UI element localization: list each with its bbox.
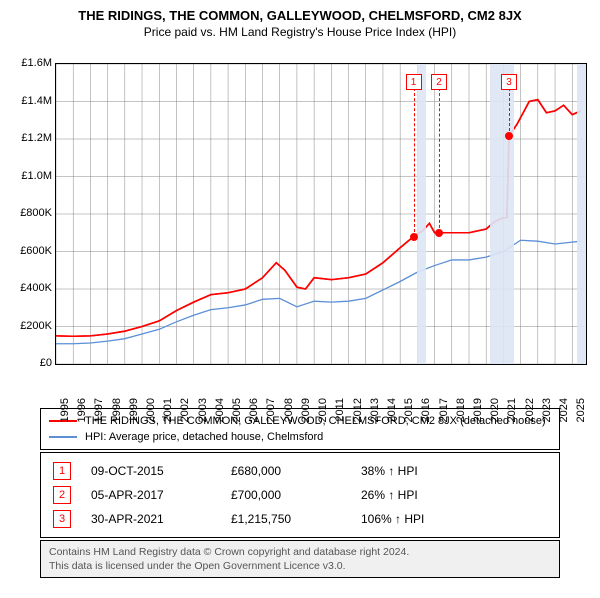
sale-marker-box: 1 — [406, 74, 422, 90]
sale-row: 3 30-APR-2021£1,215,750106% ↑ HPI — [45, 507, 555, 531]
sale-index: 1 — [53, 462, 71, 480]
sale-diff: 26% ↑ HPI — [361, 488, 481, 502]
legend-swatch — [49, 436, 77, 438]
x-tick-label: 2001 — [162, 398, 174, 422]
y-tick-label: £200K — [2, 320, 52, 332]
sales-table: 1 09-OCT-2015£680,00038% ↑ HPI 2 05-APR-201… — [40, 452, 560, 538]
footer-note: Contains HM Land Registry data © Crown c… — [40, 540, 560, 578]
recession-band — [577, 64, 586, 364]
sale-row: 2 05-APR-2017£700,00026% ↑ HPI — [45, 483, 555, 507]
sale-marker-line — [509, 88, 510, 136]
x-tick-label: 2015 — [403, 398, 415, 422]
recession-band — [417, 64, 426, 364]
x-tick-label: 2023 — [541, 398, 553, 422]
y-tick-label: £800K — [2, 207, 52, 219]
sale-date: 30-APR-2021 — [91, 512, 231, 526]
x-tick-label: 1995 — [59, 398, 71, 422]
x-tick-label: 2018 — [455, 398, 467, 422]
y-tick-label: £1.2M — [2, 132, 52, 144]
legend-row: HPI: Average price, detached house, Chel… — [49, 429, 551, 445]
x-tick-label: 2009 — [300, 398, 312, 422]
x-tick-label: 2016 — [420, 398, 432, 422]
x-tick-label: 2002 — [179, 398, 191, 422]
x-tick-label: 2000 — [145, 398, 157, 422]
x-tick-label: 2020 — [489, 398, 501, 422]
sale-marker-dot — [505, 132, 513, 140]
x-tick-label: 2004 — [214, 398, 226, 422]
sale-index: 2 — [53, 486, 71, 504]
sale-price: £680,000 — [231, 464, 361, 478]
sale-date: 09-OCT-2015 — [91, 464, 231, 478]
x-tick-label: 2006 — [248, 398, 260, 422]
x-tick-label: 2005 — [231, 398, 243, 422]
x-tick-label: 2013 — [369, 398, 381, 422]
legend-label: HPI: Average price, detached house, Chel… — [85, 431, 323, 443]
chart-subtitle: Price paid vs. HM Land Registry's House … — [0, 25, 600, 39]
x-tick-label: 1999 — [128, 398, 140, 422]
x-tick-label: 2010 — [317, 398, 329, 422]
y-tick-label: £0 — [2, 357, 52, 369]
x-tick-label: 2007 — [265, 398, 277, 422]
chart-title: THE RIDINGS, THE COMMON, GALLEYWOOD, CHE… — [0, 8, 600, 23]
x-tick-label: 1998 — [111, 398, 123, 422]
sale-diff: 106% ↑ HPI — [361, 512, 481, 526]
footer-line2: This data is licensed under the Open Gov… — [49, 559, 551, 573]
sale-marker-dot — [435, 229, 443, 237]
y-tick-label: £1.6M — [2, 57, 52, 69]
x-tick-label: 2025 — [575, 398, 587, 422]
sale-marker-line — [439, 88, 440, 233]
x-tick-label: 2014 — [386, 398, 398, 422]
x-tick-label: 2003 — [197, 398, 209, 422]
x-tick-label: 2008 — [283, 398, 295, 422]
x-tick-label: 2012 — [352, 398, 364, 422]
x-tick-label: 1996 — [76, 398, 88, 422]
chart-container: THE RIDINGS, THE COMMON, GALLEYWOOD, CHE… — [0, 8, 600, 598]
plot-area: 12 3 — [55, 63, 587, 365]
sale-price: £700,000 — [231, 488, 361, 502]
sale-index: 3 — [53, 510, 71, 528]
x-tick-label: 2019 — [472, 398, 484, 422]
x-tick-label: 2011 — [334, 398, 346, 422]
sale-date: 05-APR-2017 — [91, 488, 231, 502]
y-tick-label: £1.4M — [2, 95, 52, 107]
sale-marker-box: 2 — [431, 74, 447, 90]
sale-marker-dot — [410, 233, 418, 241]
y-tick-label: £400K — [2, 282, 52, 294]
sale-price: £1,215,750 — [231, 512, 361, 526]
sale-marker-line — [414, 88, 415, 237]
x-tick-label: 2021 — [506, 398, 518, 422]
y-tick-label: £1.0M — [2, 170, 52, 182]
x-tick-label: 2022 — [524, 398, 536, 422]
sale-row: 1 09-OCT-2015£680,00038% ↑ HPI — [45, 459, 555, 483]
recession-band — [490, 64, 514, 364]
x-tick-label: 1997 — [93, 398, 105, 422]
sale-marker-box: 3 — [501, 74, 517, 90]
x-tick-label: 2017 — [438, 398, 450, 422]
footer-line1: Contains HM Land Registry data © Crown c… — [49, 545, 551, 559]
y-tick-label: £600K — [2, 245, 52, 257]
sale-diff: 38% ↑ HPI — [361, 464, 481, 478]
x-tick-label: 2024 — [558, 398, 570, 422]
